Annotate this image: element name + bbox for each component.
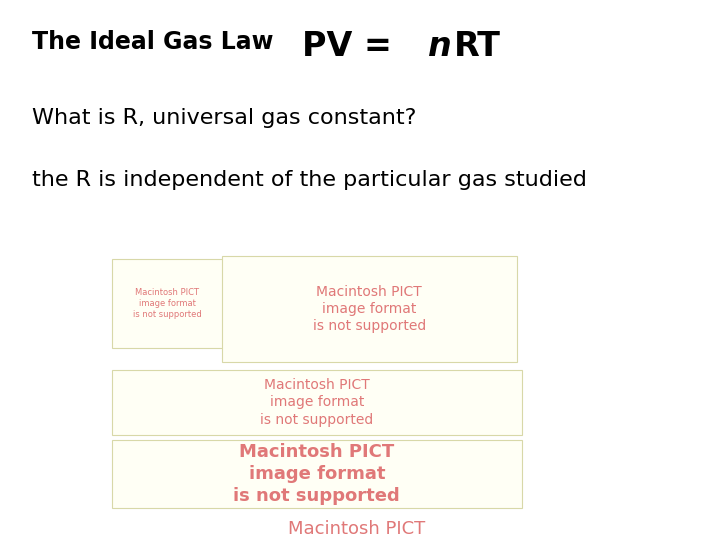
Text: Macintosh PICT
image format
is not supported: Macintosh PICT image format is not suppo… (133, 288, 202, 319)
Text: RT: RT (454, 30, 500, 63)
Text: PV =: PV = (302, 30, 404, 63)
Text: n: n (428, 30, 452, 63)
Text: The Ideal Gas Law: The Ideal Gas Law (32, 30, 274, 53)
Text: the R is independent of the particular gas studied: the R is independent of the particular g… (32, 170, 588, 190)
Bar (112, 259, 223, 348)
Bar (112, 440, 522, 508)
Text: Macintosh PICT
image format
is not supported: Macintosh PICT image format is not suppo… (233, 443, 400, 505)
Text: What is R, universal gas constant?: What is R, universal gas constant? (32, 108, 417, 128)
Text: Macintosh PICT
image format
is not supported: Macintosh PICT image format is not suppo… (312, 285, 426, 333)
Text: Macintosh PICT
image format
is not supported: Macintosh PICT image format is not suppo… (260, 378, 374, 427)
Bar (112, 370, 522, 435)
Bar (222, 256, 517, 362)
Text: Macintosh PICT
image format
is not supported: Macintosh PICT image format is not suppo… (283, 519, 430, 540)
